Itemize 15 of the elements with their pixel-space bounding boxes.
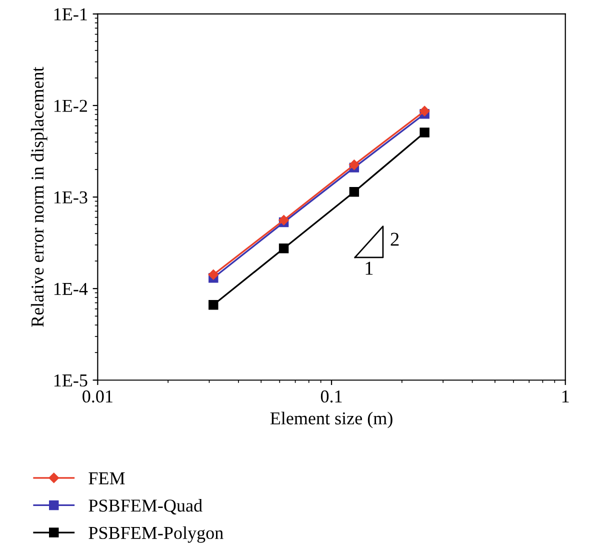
annotation: 2 <box>390 232 399 246</box>
legend-label: PSBFEM-Polygon <box>88 526 224 543</box>
y-tick-label: 1E-5 <box>54 374 88 387</box>
y-tick-label: 1E-4 <box>54 282 88 295</box>
y-axis-title: Relative error norm in displacement <box>30 66 48 327</box>
x-axis-title: Element size (m) <box>270 412 392 428</box>
y-tick-label: 1E-1 <box>54 8 87 20</box>
legend-label: PSBFEM-Quad <box>88 499 202 514</box>
y-tick-label: 1E-3 <box>54 191 88 204</box>
x-tick-label: 1 <box>562 390 569 402</box>
x-tick-label: 0.1 <box>320 390 342 403</box>
x-tick-label: 0.01 <box>82 390 112 403</box>
annotation: 1 <box>366 262 373 275</box>
legend-label: FEM <box>88 472 125 484</box>
y-tick-label: 1E-2 <box>54 100 87 112</box>
